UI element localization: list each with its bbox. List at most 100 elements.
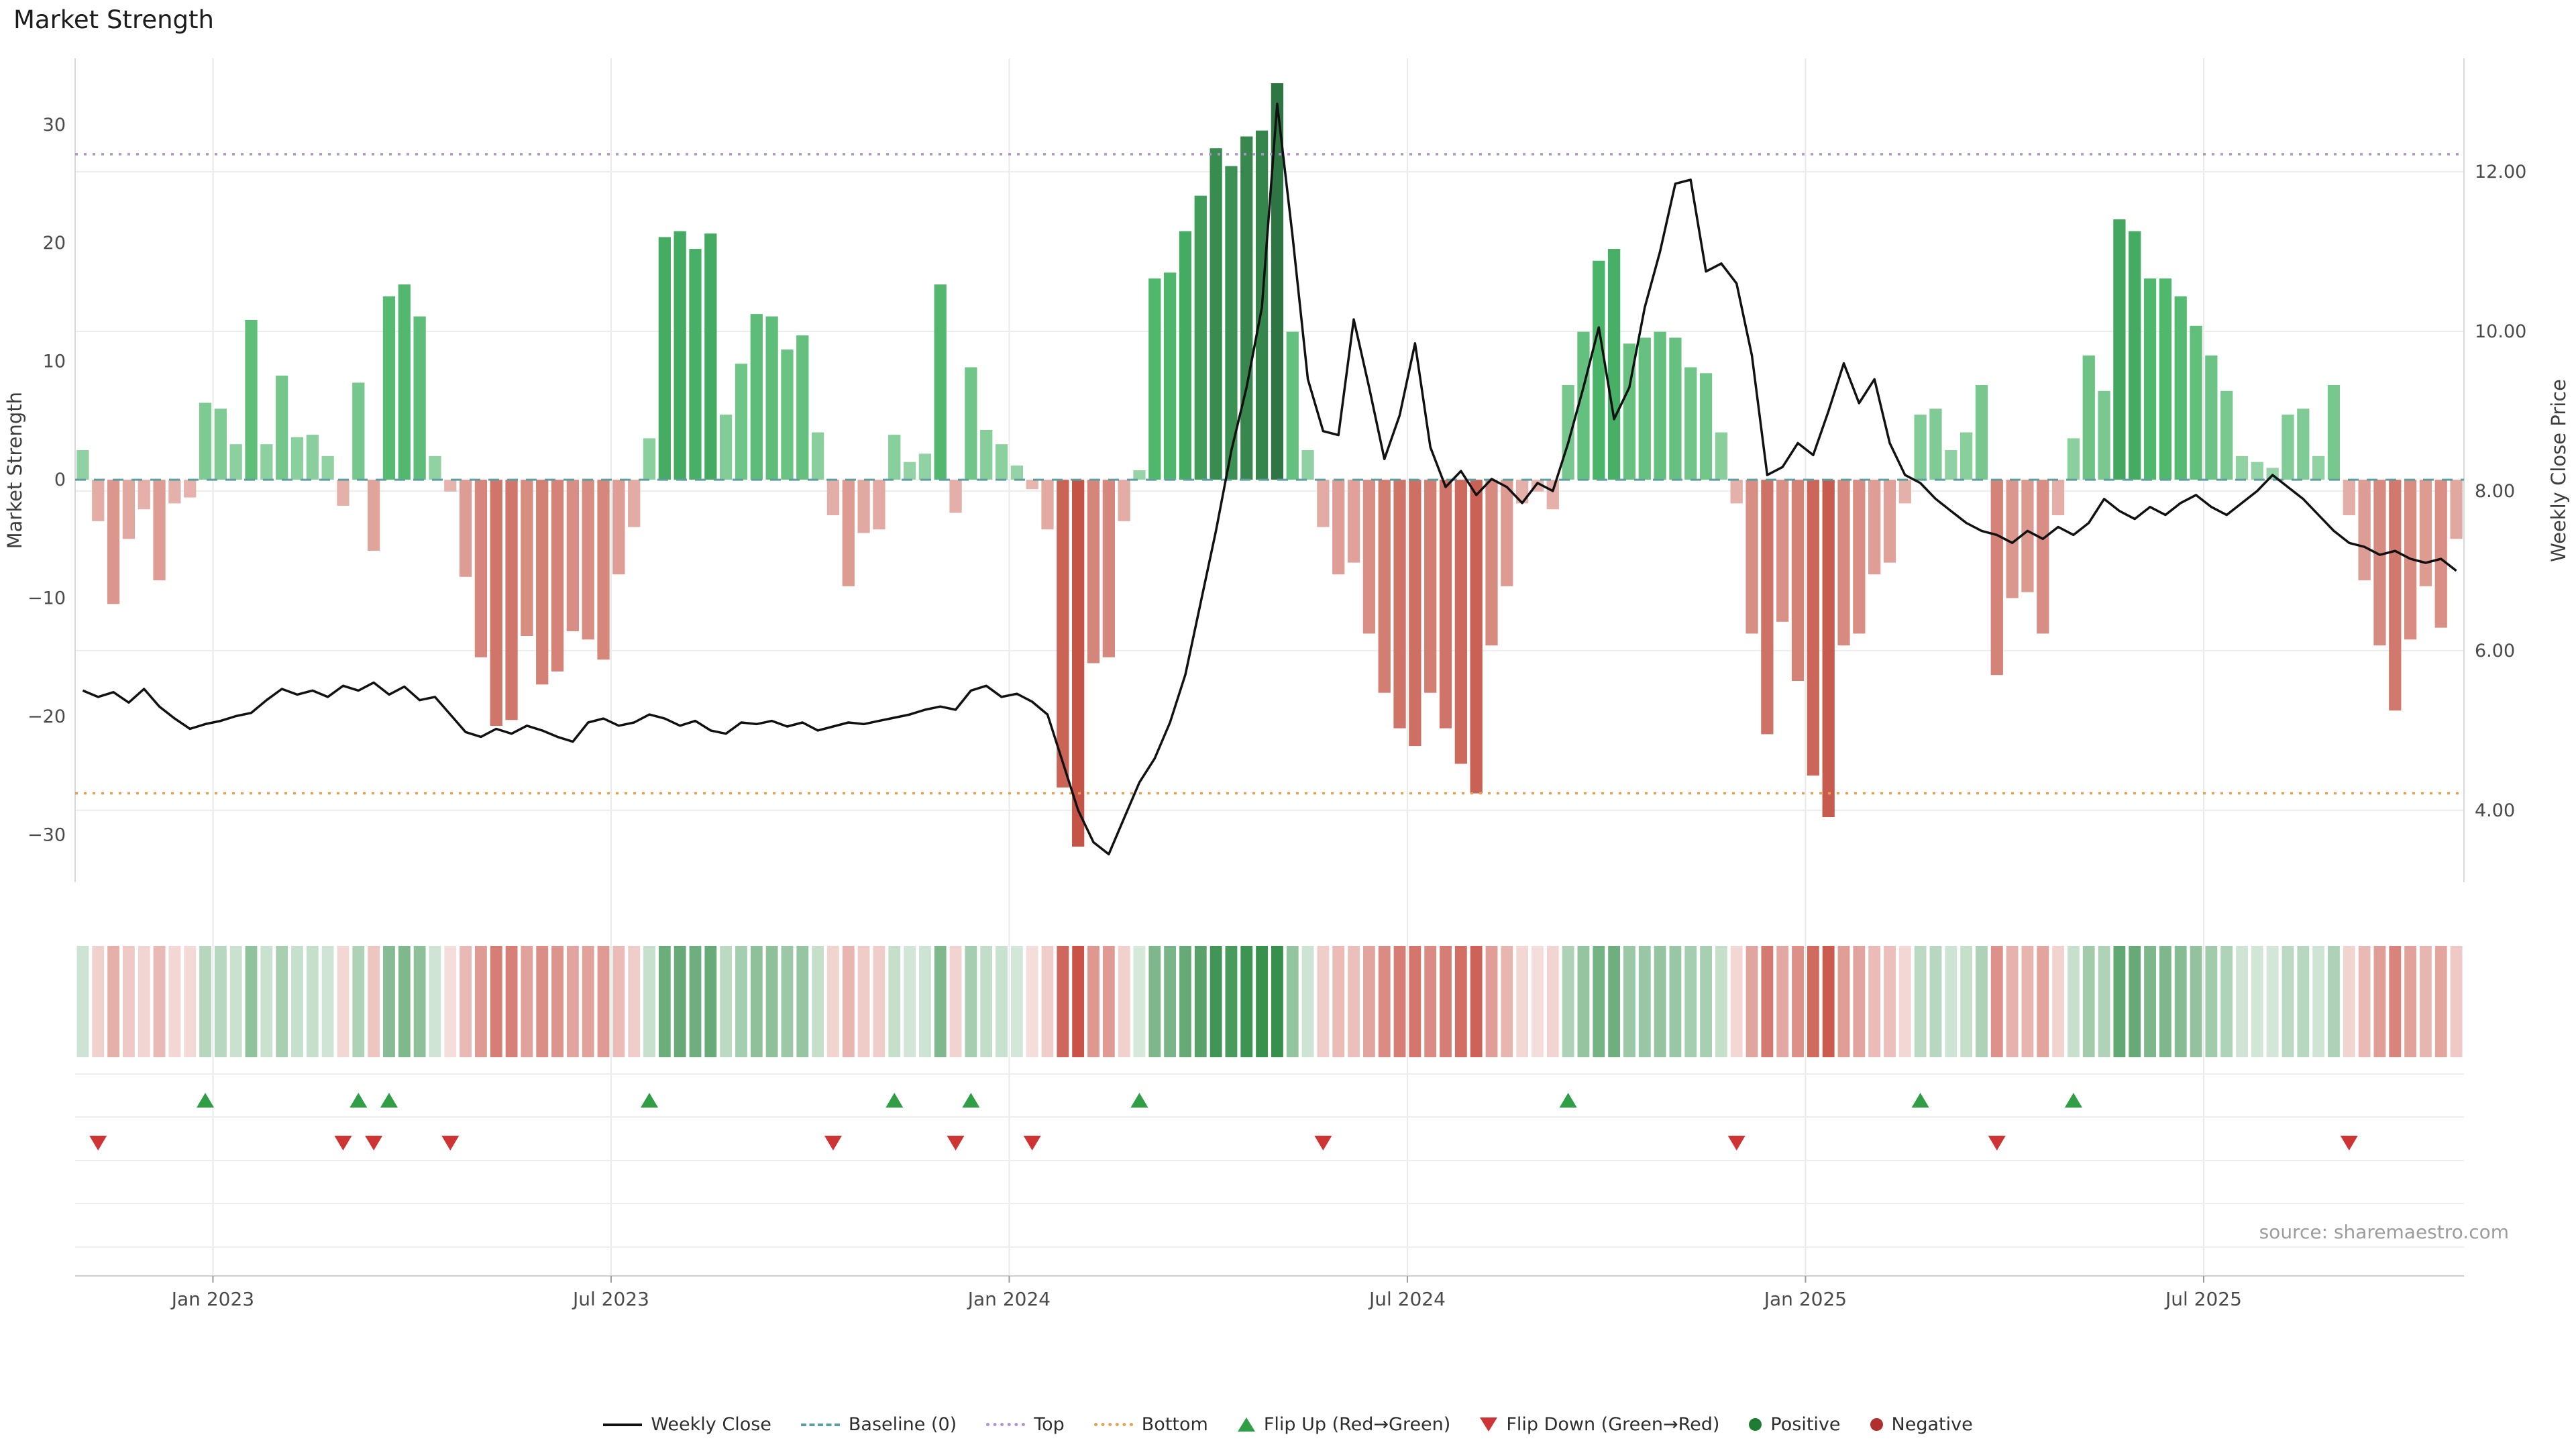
strength-bar xyxy=(1118,480,1130,521)
heat-cell xyxy=(214,946,227,1057)
strength-bar xyxy=(459,480,472,577)
strength-bar xyxy=(1087,480,1100,663)
strength-bar xyxy=(2235,455,2249,480)
right-tick-label: 6.00 xyxy=(2475,641,2515,661)
strength-bar xyxy=(337,480,350,506)
heat-cell xyxy=(1884,946,1896,1057)
dashed-line-icon xyxy=(800,1423,840,1426)
circle-icon xyxy=(1749,1418,1762,1431)
strength-bar xyxy=(582,480,594,640)
heat-cell xyxy=(2282,946,2294,1057)
strength-bar xyxy=(367,480,380,551)
heat-cell xyxy=(1118,946,1130,1057)
strength-bar xyxy=(2143,278,2157,480)
strength-bar xyxy=(1990,480,2003,676)
heat-cell xyxy=(2251,946,2263,1057)
heat-cell xyxy=(689,946,702,1057)
x-tick-label: Jan 2024 xyxy=(967,1288,1051,1310)
flip-down-marker xyxy=(1023,1136,1041,1150)
heat-cell xyxy=(597,946,610,1057)
strength-bar xyxy=(903,462,916,480)
heat-cell xyxy=(1792,946,1804,1057)
left-tick-label: −30 xyxy=(28,824,66,845)
heat-cell xyxy=(551,946,564,1057)
strength-bar xyxy=(1317,480,1330,527)
strength-bar xyxy=(1669,337,1682,480)
strength-bar xyxy=(857,480,870,533)
strength-bar xyxy=(1853,480,1866,634)
page-title: Market Strength xyxy=(13,5,214,34)
heat-cell xyxy=(306,946,319,1057)
strength-bar xyxy=(245,319,258,480)
heat-cell xyxy=(321,946,334,1057)
strength-bar xyxy=(1546,480,1559,510)
heat-cell xyxy=(918,946,931,1057)
heat-cell xyxy=(750,946,763,1057)
legend-label: Flip Up (Red→Green) xyxy=(1263,1414,1451,1435)
legend-item-0: Weekly Close xyxy=(603,1414,771,1435)
flip-up-marker xyxy=(1911,1093,1929,1108)
heat-cell xyxy=(122,946,135,1057)
right-tick-label: 8.00 xyxy=(2475,481,2515,502)
heat-cell xyxy=(1516,946,1529,1057)
heat-cell xyxy=(1715,946,1727,1057)
strength-bar xyxy=(1041,480,1054,530)
heat-cell xyxy=(398,946,411,1057)
heat-cell xyxy=(1271,946,1283,1057)
heat-cell xyxy=(1133,946,1146,1057)
strength-bar xyxy=(1699,373,1713,480)
strength-bar xyxy=(612,480,625,575)
strength-bar xyxy=(2297,409,2310,480)
legend-label: Weekly Close xyxy=(651,1414,771,1435)
heat-cell xyxy=(888,946,901,1057)
heat-cell xyxy=(1102,946,1115,1057)
heat-cell xyxy=(1976,946,1988,1057)
strength-bar xyxy=(2006,480,2019,598)
heat-cell xyxy=(1746,946,1758,1057)
heat-cell xyxy=(1348,946,1360,1057)
strength-bar xyxy=(1607,249,1621,480)
flip-down-marker xyxy=(824,1136,842,1150)
strength-bar xyxy=(2312,455,2325,480)
heat-cell xyxy=(1286,946,1299,1057)
strength-bar xyxy=(1240,136,1253,480)
strength-bar xyxy=(214,409,227,480)
strength-bar xyxy=(1148,278,1161,480)
legend-item-5: Flip Down (Green→Red) xyxy=(1480,1414,1719,1435)
strength-bar xyxy=(2358,480,2371,581)
heat-cell xyxy=(1041,946,1054,1057)
heat-cell xyxy=(643,946,655,1057)
strength-bar xyxy=(1485,480,1498,646)
legend-item-7: Negative xyxy=(1870,1414,1973,1435)
right-tick-label: 12.00 xyxy=(2475,162,2526,182)
strength-bar xyxy=(674,231,686,480)
strength-bar xyxy=(1807,480,1819,776)
heat-cell xyxy=(475,946,487,1057)
heat-cell xyxy=(2343,946,2355,1057)
heat-cell xyxy=(2144,946,2156,1057)
strength-bar xyxy=(1623,343,1636,480)
flip-up-marker xyxy=(885,1093,904,1108)
heat-cell xyxy=(1822,946,1835,1057)
strength-bar xyxy=(2327,384,2341,480)
flip-down-marker xyxy=(365,1136,383,1150)
strength-bar xyxy=(398,284,411,480)
heat-cell xyxy=(735,946,747,1057)
strength-bar xyxy=(1776,480,1789,622)
strength-bar xyxy=(1761,480,1774,735)
heat-cell xyxy=(291,946,303,1057)
chart-legend: Weekly Close Baseline (0) Top Bottom Flip Up… xyxy=(0,1414,2576,1435)
strength-bar xyxy=(1393,480,1406,729)
heat-cell xyxy=(168,946,181,1057)
flip-up-marker xyxy=(641,1093,659,1108)
x-tick-label: Jul 2025 xyxy=(2164,1288,2242,1310)
left-tick-label: −20 xyxy=(28,706,66,727)
strength-bar xyxy=(888,435,901,480)
flip-up-marker xyxy=(1559,1093,1577,1108)
strength-bar xyxy=(1501,480,1513,586)
strength-bar xyxy=(2419,480,2432,586)
left-tick-label: 10 xyxy=(43,352,66,372)
flip-down-marker xyxy=(89,1136,107,1150)
strength-bar xyxy=(92,480,105,521)
heat-cell xyxy=(1026,946,1038,1057)
